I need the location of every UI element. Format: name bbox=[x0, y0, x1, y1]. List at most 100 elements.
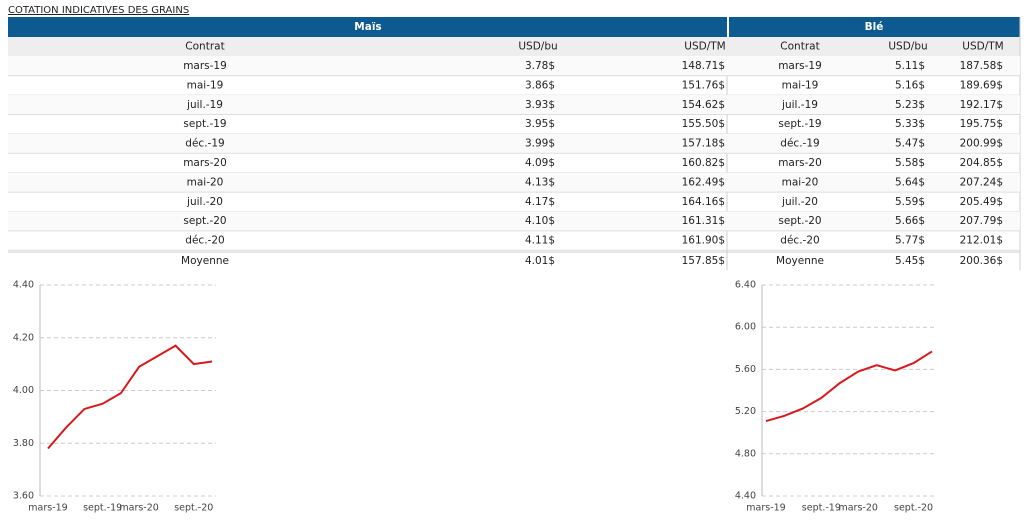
average-cell: 157.85$ bbox=[682, 255, 725, 267]
y-tick-label: 6.40 bbox=[735, 280, 756, 291]
data-line bbox=[765, 350, 933, 423]
row-band bbox=[8, 56, 1020, 76]
table-cell: 161.31$ bbox=[682, 215, 725, 227]
table-cell: 160.82$ bbox=[682, 157, 725, 169]
table-cell: 4.10$ bbox=[525, 215, 555, 227]
chart: 3.60 3.80 4.00 4.20 4.40 mars-19 sept.-19mars-… bbox=[13, 280, 216, 514]
table-cell: 5.64$ bbox=[895, 176, 925, 188]
average-cell: 4.01$ bbox=[525, 255, 555, 267]
table-cell: 154.62$ bbox=[682, 99, 725, 111]
table-cell: 207.24$ bbox=[960, 176, 1003, 188]
y-tick-label: 3.60 bbox=[13, 491, 34, 502]
group-header: Maïs bbox=[354, 21, 381, 33]
table-cell: 5.23$ bbox=[895, 99, 925, 111]
table-cell: 187.58$ bbox=[960, 60, 1003, 72]
column-header: USD/bu bbox=[518, 41, 557, 53]
table-cell: 3.95$ bbox=[525, 118, 555, 130]
table-cell: 148.71$ bbox=[682, 60, 725, 72]
table-cell: 155.50$ bbox=[682, 118, 725, 130]
x-tick-label: mars-20 bbox=[119, 503, 158, 514]
table-cell: sept.-19 bbox=[778, 118, 821, 130]
table-cell: 195.75$ bbox=[960, 118, 1003, 130]
table-cell: mars-20 bbox=[183, 157, 227, 169]
y-tick-label: 3.80 bbox=[13, 438, 34, 449]
table-cell: mars-19 bbox=[183, 60, 227, 72]
y-tick-label: 4.80 bbox=[735, 448, 756, 459]
table-cell: 205.49$ bbox=[960, 196, 1003, 208]
y-tick-label: 4.40 bbox=[735, 491, 756, 502]
table-cell: mars-19 bbox=[778, 60, 822, 72]
row-band bbox=[8, 95, 1020, 115]
y-tick-label: 5.60 bbox=[735, 364, 756, 375]
average-cell: Moyenne bbox=[776, 255, 824, 267]
column-header: USD/TM bbox=[684, 41, 725, 53]
table-cell: 5.77$ bbox=[895, 235, 925, 247]
table-cell: 5.58$ bbox=[895, 157, 925, 169]
x-tick-label: sept.-19 bbox=[83, 503, 122, 514]
table-cell: 5.33$ bbox=[895, 118, 925, 130]
column-header: Contrat bbox=[185, 41, 224, 53]
x-tick-label: sept.-19 bbox=[802, 503, 841, 514]
table-cell: mai-20 bbox=[187, 176, 224, 188]
average-cell: 5.45$ bbox=[895, 255, 925, 267]
table-cell: 4.11$ bbox=[525, 235, 555, 247]
table-cell: mai-19 bbox=[782, 79, 819, 91]
table-cell: 189.69$ bbox=[960, 79, 1003, 91]
table-cell: 151.76$ bbox=[682, 79, 725, 91]
table-cell: 212.01$ bbox=[960, 235, 1003, 247]
x-tick-label: mars-19 bbox=[746, 503, 785, 514]
average-cell: 200.36$ bbox=[960, 255, 1003, 267]
table-cell: 5.47$ bbox=[895, 138, 925, 150]
table-cell: 204.85$ bbox=[960, 157, 1003, 169]
column-header: Contrat bbox=[780, 41, 819, 53]
table-cell: 4.17$ bbox=[525, 196, 555, 208]
table-cell: 4.09$ bbox=[525, 157, 555, 169]
group-header: Blé bbox=[865, 21, 884, 33]
chart: 4.40 4.80 5.20 5.60 6.00 6.40 mars-19 sept.-19m… bbox=[735, 280, 936, 514]
x-tick-label: sept.-20 bbox=[174, 503, 213, 514]
table-cell: déc.-19 bbox=[780, 138, 819, 150]
y-tick-label: 4.00 bbox=[13, 385, 34, 396]
table-cell: 200.99$ bbox=[960, 138, 1003, 150]
table-cell: 5.59$ bbox=[895, 196, 925, 208]
table-cell: 157.18$ bbox=[682, 138, 725, 150]
x-tick-label: sept.-20 bbox=[894, 503, 933, 514]
table-cell: sept.-20 bbox=[778, 215, 821, 227]
column-header: USD/bu bbox=[888, 41, 927, 53]
x-tick-label: mars-20 bbox=[838, 503, 877, 514]
table-cell: 3.78$ bbox=[525, 60, 555, 72]
table-cell: 3.86$ bbox=[525, 79, 555, 91]
average-cell: Moyenne bbox=[181, 255, 229, 267]
table-cell: sept.-20 bbox=[183, 215, 226, 227]
page-title: COTATION INDICATIVES DES GRAINS bbox=[8, 5, 189, 16]
y-tick-label: 5.20 bbox=[735, 406, 756, 417]
table-cell: 5.11$ bbox=[895, 60, 925, 72]
group-header-bar bbox=[8, 17, 1020, 37]
row-band bbox=[8, 133, 1020, 154]
table-cell: 4.13$ bbox=[525, 176, 555, 188]
x-tick-label: mars-19 bbox=[28, 503, 67, 514]
column-header-bar bbox=[8, 37, 1020, 56]
table-cell: 3.93$ bbox=[525, 99, 555, 111]
table-cell: 192.17$ bbox=[960, 99, 1003, 111]
y-tick-label: 4.40 bbox=[13, 280, 34, 291]
table-cell: juil.-20 bbox=[186, 196, 223, 208]
table-cell: déc.-20 bbox=[780, 235, 819, 247]
table-cell: 5.66$ bbox=[895, 215, 925, 227]
table-cell: mai-20 bbox=[782, 176, 819, 188]
table-cell: 207.79$ bbox=[960, 215, 1003, 227]
table-cell: mai-19 bbox=[187, 79, 224, 91]
y-tick-label: 6.00 bbox=[735, 322, 756, 333]
table-cell: sept.-19 bbox=[183, 118, 226, 130]
table-cell: 161.90$ bbox=[682, 235, 725, 247]
table-cell: juil.-19 bbox=[781, 99, 818, 111]
column-header: USD/TM bbox=[962, 41, 1003, 53]
table-cell: mars-20 bbox=[778, 157, 822, 169]
y-tick-label: 4.20 bbox=[13, 332, 34, 343]
table-cell: juil.-19 bbox=[186, 99, 223, 111]
table-cell: 5.16$ bbox=[895, 79, 925, 91]
data-line bbox=[47, 344, 213, 450]
table-cell: juil.-20 bbox=[781, 196, 818, 208]
row-band bbox=[8, 211, 1020, 231]
